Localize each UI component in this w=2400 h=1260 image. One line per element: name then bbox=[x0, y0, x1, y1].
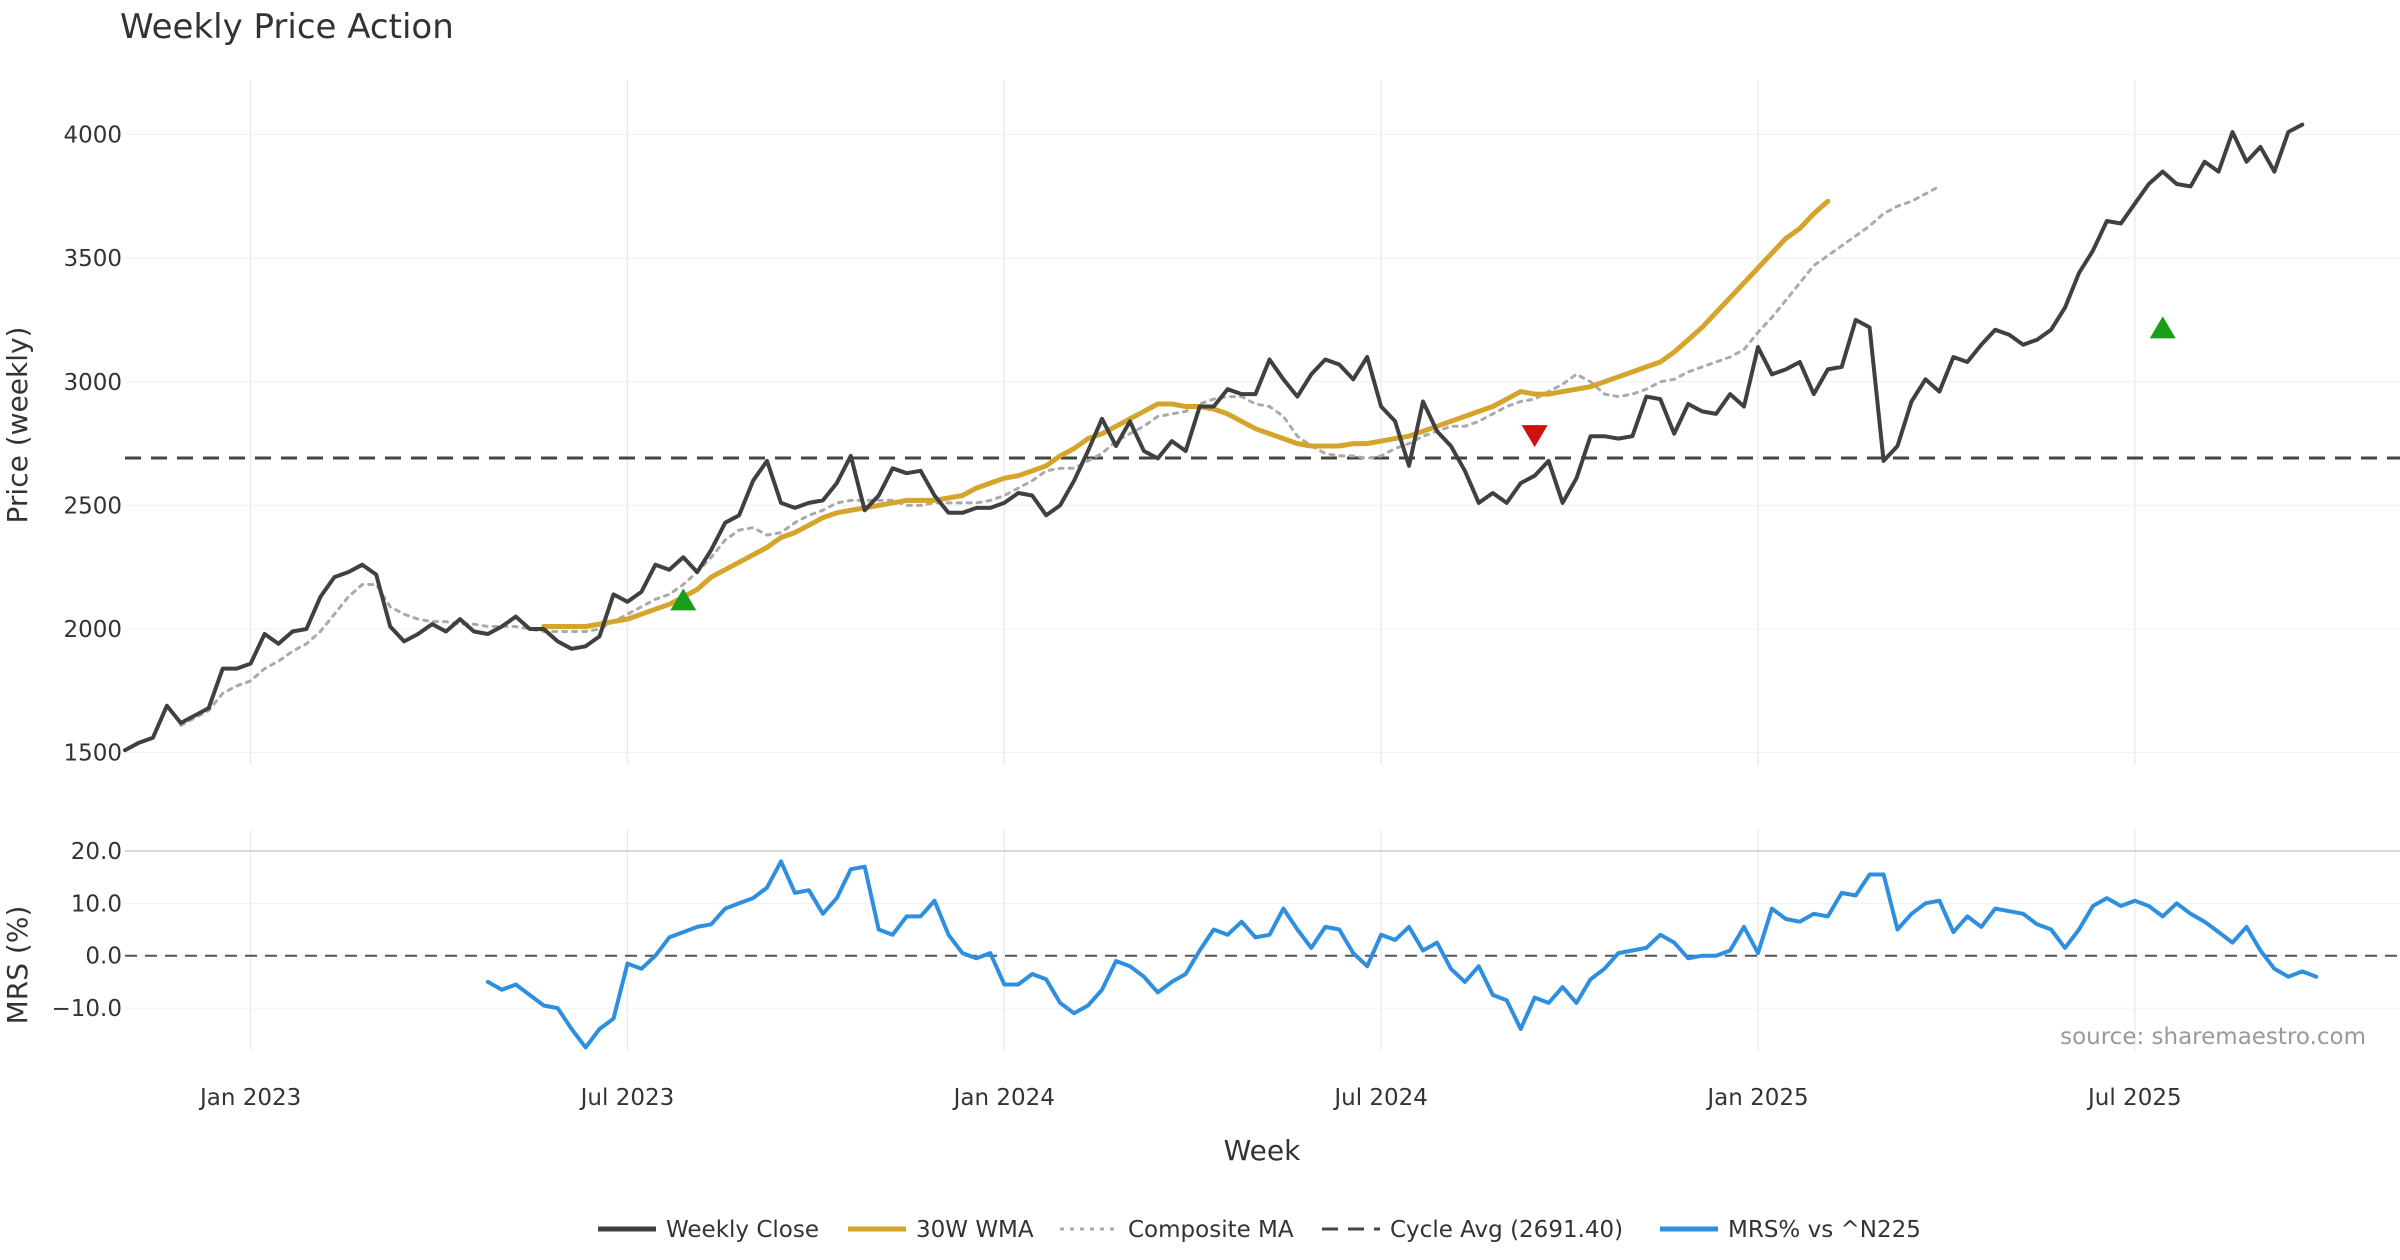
mrs-grid: 20.0 10.0 0.0 −10.0 bbox=[52, 830, 2400, 1050]
price-y-tick-label: 3000 bbox=[63, 370, 122, 396]
price-y-tick-label: 1500 bbox=[63, 741, 122, 767]
x-tick-label: Jan 2024 bbox=[952, 1085, 1055, 1111]
buy-signal-marker bbox=[2149, 316, 2176, 339]
x-tick-label: Jan 2025 bbox=[1705, 1085, 1808, 1111]
30w-wma-line bbox=[541, 198, 1831, 629]
x-tick-label: Jul 2024 bbox=[1332, 1085, 1428, 1111]
chart-title: Weekly Price Action bbox=[120, 7, 454, 47]
weekly-close-line bbox=[123, 122, 2305, 753]
composite-ma-line bbox=[179, 184, 1941, 727]
legend-label: Weekly Close bbox=[666, 1217, 819, 1243]
mrs-line bbox=[485, 859, 2319, 1050]
legend-label: Composite MA bbox=[1128, 1217, 1294, 1243]
legend-label: Cycle Avg (2691.40) bbox=[1390, 1217, 1623, 1243]
x-tick-label: Jul 2025 bbox=[2086, 1085, 2182, 1111]
source-label: source: sharemaestro.com bbox=[2060, 1024, 2366, 1050]
price-y-tick-label: 4000 bbox=[63, 123, 122, 149]
price-series bbox=[123, 122, 2400, 753]
x-axis-ticks: Jan 2023 Jul 2023 Jan 2024 Jul 2024 Jan 2025… bbox=[198, 1085, 2182, 1111]
legend: Weekly Close 30W WMA Composite MA Cycle Avg… bbox=[598, 1217, 1921, 1243]
x-tick-label: Jul 2023 bbox=[579, 1085, 675, 1111]
x-axis-title: Week bbox=[1224, 1134, 1301, 1167]
x-tick-label: Jan 2023 bbox=[198, 1085, 301, 1111]
buy-signal-marker bbox=[670, 588, 697, 611]
price-y-tick-label: 3500 bbox=[63, 246, 122, 272]
legend-label: MRS% vs ^N225 bbox=[1728, 1217, 1921, 1243]
price-y-tick-label: 2500 bbox=[63, 493, 122, 519]
mrs-y-tick-label: −10.0 bbox=[52, 996, 122, 1022]
price-grid: 1500 2000 2500 3000 3500 4000 bbox=[63, 80, 2400, 767]
price-y-tick-label: 2000 bbox=[63, 617, 122, 643]
price-y-axis-title: Price (weekly) bbox=[1, 327, 34, 524]
sell-signal-marker bbox=[1521, 425, 1548, 448]
mrs-y-tick-label: 0.0 bbox=[85, 944, 122, 970]
mrs-y-tick-label: 10.0 bbox=[71, 891, 122, 917]
mrs-series bbox=[485, 859, 2319, 1050]
mrs-y-axis-title: MRS (%) bbox=[1, 906, 34, 1025]
legend-label: 30W WMA bbox=[916, 1217, 1034, 1243]
mrs-y-tick-label: 20.0 bbox=[71, 839, 122, 865]
